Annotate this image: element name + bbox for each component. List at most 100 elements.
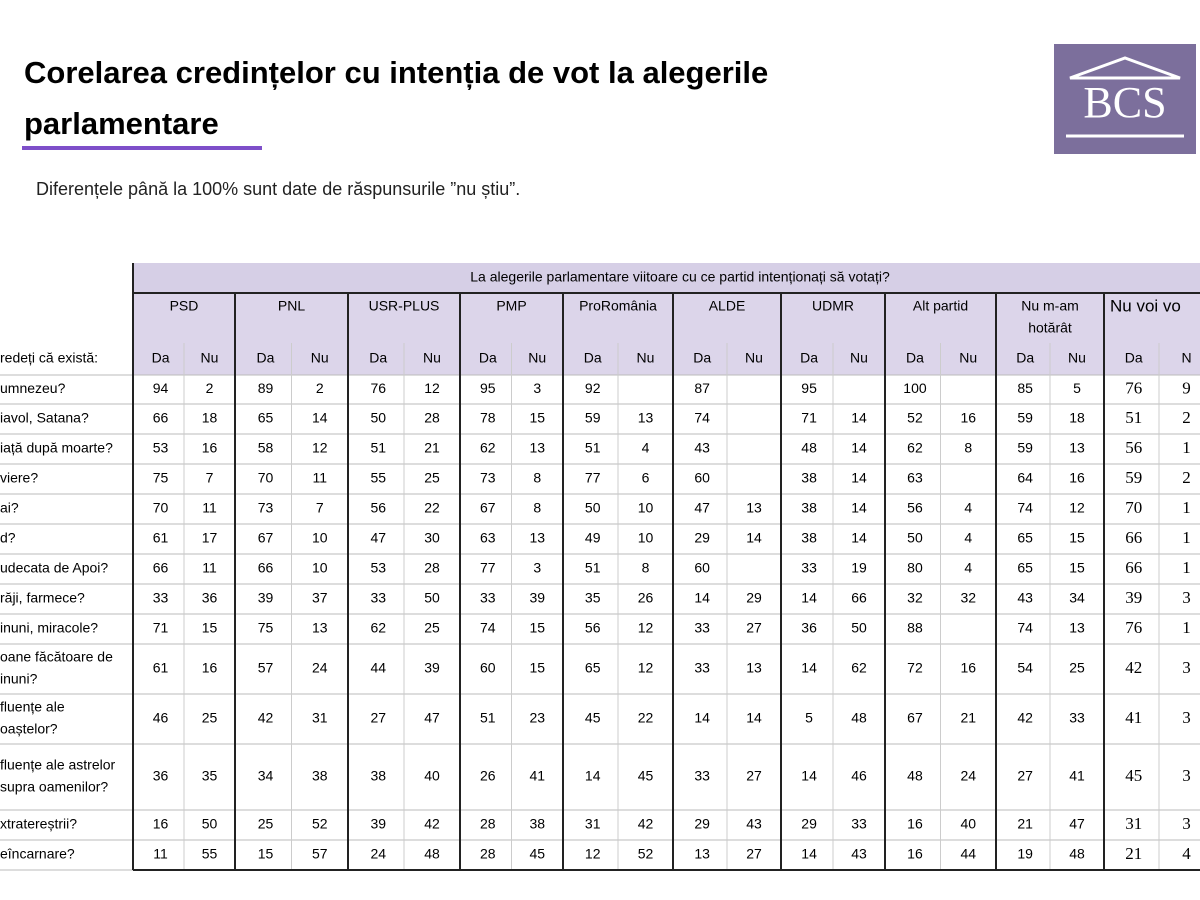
cell: 60 xyxy=(694,560,710,576)
cell: 29 xyxy=(694,530,710,546)
cell: 50 xyxy=(202,816,218,832)
title-line: parlamentare xyxy=(24,106,219,141)
cell: 8 xyxy=(533,470,541,486)
cell: 31 xyxy=(585,816,601,832)
cell: 15 xyxy=(529,660,545,676)
cell: 33 xyxy=(370,590,386,606)
cell: 38 xyxy=(312,768,328,784)
cell: 29 xyxy=(801,816,817,832)
cell: 50 xyxy=(370,410,386,426)
cell: 42 xyxy=(638,816,654,832)
cell: 3 xyxy=(1182,708,1191,727)
cell: 4 xyxy=(964,560,972,576)
cell: 14 xyxy=(694,710,710,726)
cell: 63 xyxy=(480,530,496,546)
logo-roof xyxy=(1069,56,1181,80)
cell: 35 xyxy=(585,590,601,606)
cell: 1 xyxy=(1182,438,1191,457)
cell: 39 xyxy=(1125,588,1142,607)
party-name: PNL xyxy=(278,298,305,314)
cell: 28 xyxy=(424,410,440,426)
cell: 14 xyxy=(694,590,710,606)
cell: 65 xyxy=(585,660,601,676)
cell: 13 xyxy=(638,410,654,426)
cell: 5 xyxy=(805,710,813,726)
cell: 47 xyxy=(424,710,440,726)
cell: 44 xyxy=(960,846,976,862)
cell: 42 xyxy=(424,816,440,832)
cell: 45 xyxy=(638,768,654,784)
cell: 51 xyxy=(480,710,496,726)
cell: 53 xyxy=(370,560,386,576)
cell: 29 xyxy=(746,590,762,606)
cell: 24 xyxy=(960,768,976,784)
cell: 78 xyxy=(480,410,496,426)
subheader: Nu xyxy=(959,350,977,366)
party-name: USR-PLUS xyxy=(369,298,440,314)
cell: 1 xyxy=(1182,498,1191,517)
cell: 43 xyxy=(746,816,762,832)
cell: 38 xyxy=(370,768,386,784)
row-label: ai? xyxy=(0,500,19,516)
cell: 15 xyxy=(529,620,545,636)
cell: 66 xyxy=(258,560,274,576)
cell: 23 xyxy=(529,710,545,726)
cell: 14 xyxy=(851,500,867,516)
cell: 47 xyxy=(694,500,710,516)
subheader: Nu xyxy=(637,350,655,366)
cell: 16 xyxy=(960,410,976,426)
cell: 50 xyxy=(585,500,601,516)
cell: 13 xyxy=(529,440,545,456)
cell: 48 xyxy=(851,710,867,726)
cell: 10 xyxy=(312,560,328,576)
cell: 39 xyxy=(424,660,440,676)
cell: 16 xyxy=(960,660,976,676)
cell: 29 xyxy=(694,816,710,832)
cell: 32 xyxy=(960,590,976,606)
row-label: fluențe ale xyxy=(0,699,65,715)
row-label: inuni? xyxy=(0,671,38,687)
cell: 70 xyxy=(153,500,169,516)
row-label: oane făcătoare de xyxy=(0,649,113,665)
cell: 59 xyxy=(1017,440,1033,456)
cell: 48 xyxy=(1069,846,1085,862)
cell: 38 xyxy=(801,470,817,486)
cell: 21 xyxy=(1017,816,1033,832)
cell: 28 xyxy=(480,816,496,832)
cell: 51 xyxy=(370,440,386,456)
cell: 13 xyxy=(312,620,328,636)
party-name: Nu voi vo xyxy=(1110,296,1181,315)
cell: 28 xyxy=(424,560,440,576)
cell: 34 xyxy=(1069,590,1085,606)
row-label: xtratereștrii? xyxy=(0,816,77,832)
cell: 24 xyxy=(370,846,386,862)
subheader: Da xyxy=(584,350,602,366)
cell: 62 xyxy=(851,660,867,676)
cell: 25 xyxy=(258,816,274,832)
cell: 43 xyxy=(694,440,710,456)
cell: 95 xyxy=(480,380,496,396)
cell: 8 xyxy=(533,500,541,516)
cell: 2 xyxy=(316,380,324,396)
cell: 48 xyxy=(424,846,440,862)
cell: 87 xyxy=(694,380,710,396)
cell: 45 xyxy=(1125,766,1142,785)
cell: 61 xyxy=(153,530,169,546)
cell: 41 xyxy=(1069,768,1085,784)
row-label: supra oamenilor? xyxy=(0,779,108,795)
cell: 33 xyxy=(801,560,817,576)
cell: 19 xyxy=(851,560,867,576)
party-name: ProRomânia xyxy=(579,298,657,314)
cell: 25 xyxy=(202,710,218,726)
cell: 3 xyxy=(533,380,541,396)
cell: 6 xyxy=(642,470,650,486)
cell: 11 xyxy=(153,846,168,862)
cell: 11 xyxy=(312,470,327,486)
cell: 22 xyxy=(424,500,440,516)
cell: 32 xyxy=(907,590,923,606)
subheader: N xyxy=(1181,350,1191,366)
row-label: iavol, Satana? xyxy=(0,410,89,426)
cell: 5 xyxy=(1073,380,1081,396)
cell: 12 xyxy=(424,380,440,396)
cell: 71 xyxy=(801,410,817,426)
